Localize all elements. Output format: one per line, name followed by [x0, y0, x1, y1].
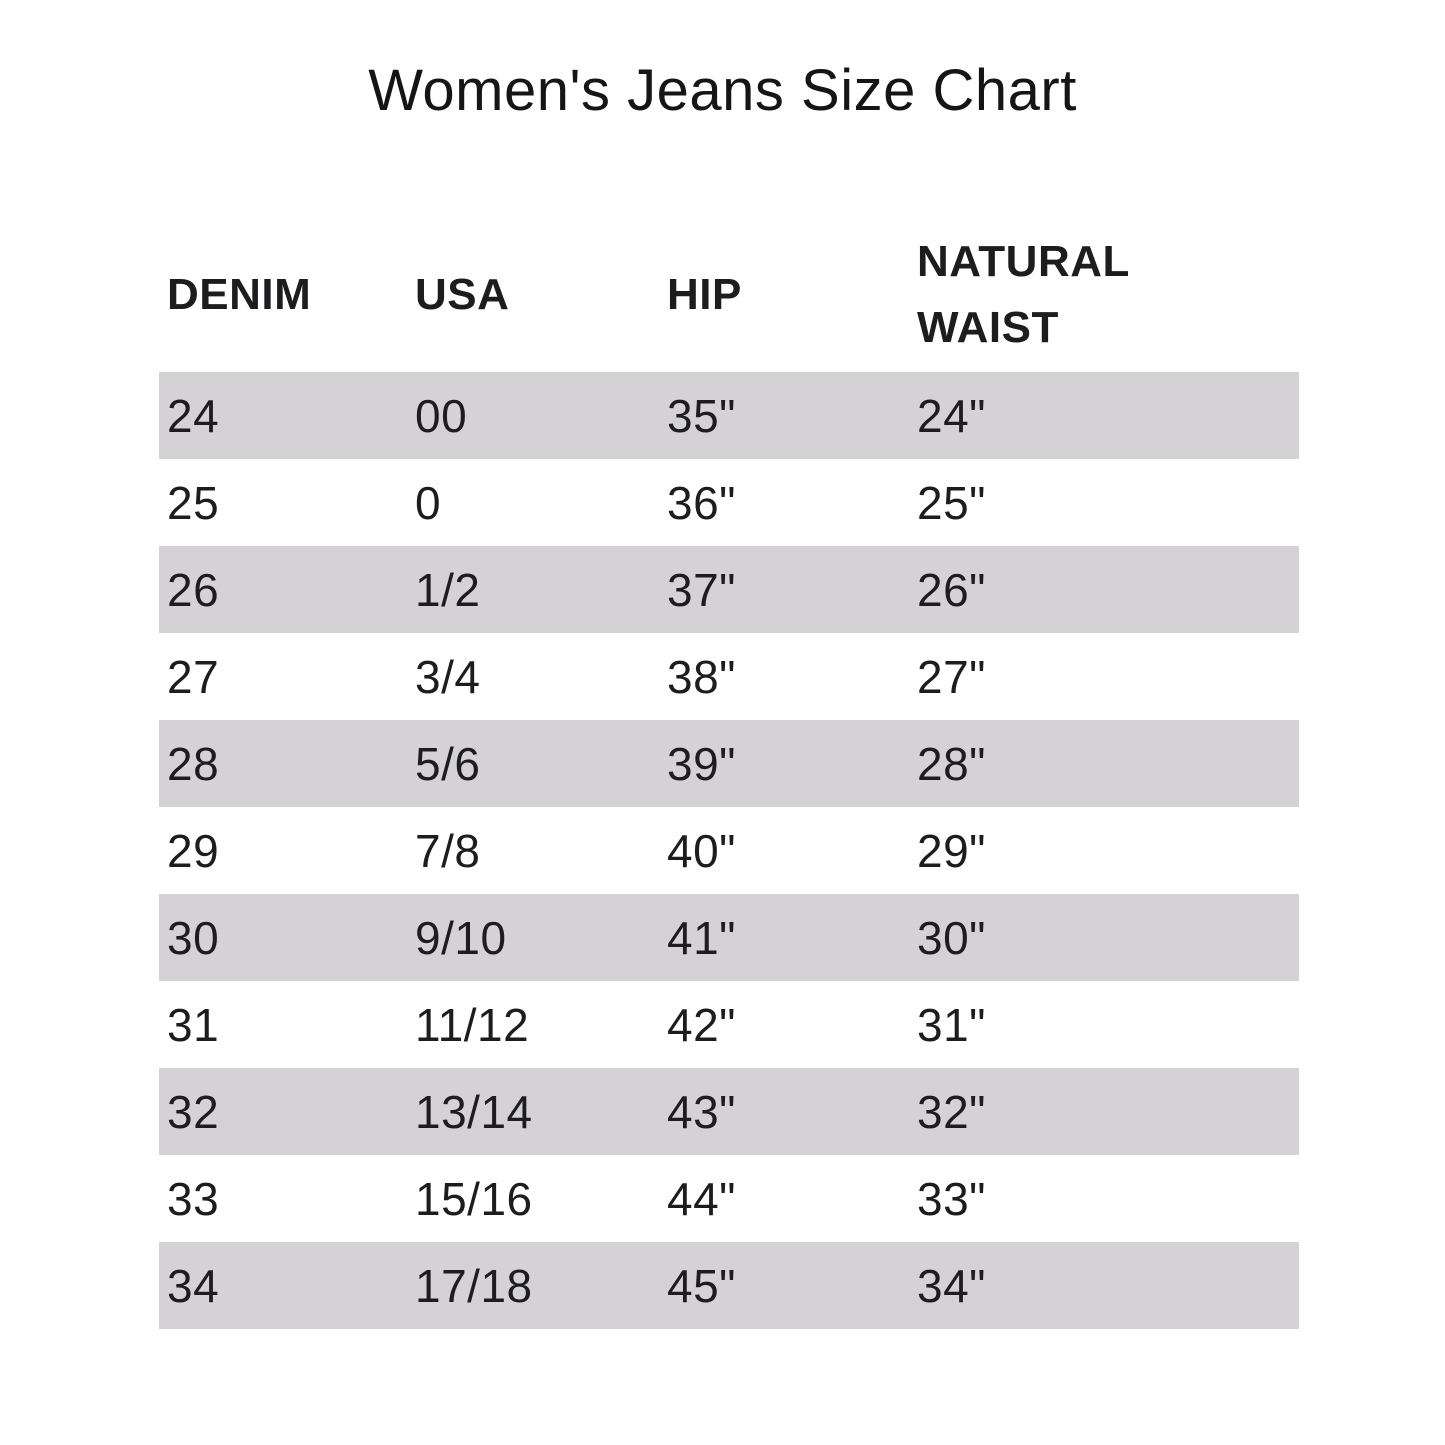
table-cell: 27: [167, 650, 220, 703]
column-header: DENIM: [159, 218, 407, 372]
table-cell: 42": [667, 998, 736, 1051]
header-row: DENIM USA HIP NATURAL WAIST: [159, 218, 1299, 372]
table-cell: 13/14: [407, 1068, 659, 1155]
table-cell: 34": [909, 1242, 1299, 1329]
table-cell: 25: [167, 476, 220, 529]
table-row: 28 5/6 39" 28": [159, 720, 1299, 807]
table-row: 30 9/10 41" 30": [159, 894, 1299, 981]
table-row: 32 13/14 43" 32": [159, 1068, 1299, 1155]
table-row: 34 17/18 45" 34": [159, 1242, 1299, 1329]
table-cell: 30": [909, 894, 1299, 981]
table-cell: 0: [415, 476, 442, 529]
table-row: 29 7/8 40" 29": [159, 807, 1299, 894]
column-header: HIP: [659, 218, 909, 372]
size-chart-table: DENIM USA HIP NATURAL WAIST 24 00 35" 24" 25 0 36…: [159, 218, 1299, 1329]
column-header-label: USA: [415, 270, 510, 319]
table-cell: 30: [159, 894, 407, 981]
table-cell: 33": [917, 1172, 986, 1225]
table-cell: 9/10: [407, 894, 659, 981]
column-header: USA: [407, 218, 659, 372]
table-cell: 31": [917, 998, 986, 1051]
table-cell: 17/18: [407, 1242, 659, 1329]
table-cell: 28": [909, 720, 1299, 807]
column-header-label: DENIM: [167, 270, 312, 319]
table-cell: 00: [407, 372, 659, 459]
table-cell: 3/4: [415, 650, 481, 703]
table-cell: 24": [909, 372, 1299, 459]
table-cell: 36": [667, 476, 736, 529]
column-header: NATURAL WAIST: [909, 218, 1299, 372]
table-cell: 25": [917, 476, 986, 529]
table-cell: 45": [659, 1242, 909, 1329]
table-cell: 26: [159, 546, 407, 633]
table-cell: 40": [667, 824, 736, 877]
table-row: 25 0 36" 25": [159, 459, 1299, 546]
table-cell: 11/12: [415, 998, 530, 1051]
table-cell: 28: [159, 720, 407, 807]
table-row: 24 00 35" 24": [159, 372, 1299, 459]
column-header-label: HIP: [667, 270, 742, 319]
table-cell: 5/6: [407, 720, 659, 807]
table-cell: 29": [917, 824, 986, 877]
table-cell: 35": [659, 372, 909, 459]
table-row: 27 3/4 38" 27": [159, 633, 1299, 720]
table-cell: 24: [159, 372, 407, 459]
table-row: 33 15/16 44" 33": [159, 1155, 1299, 1242]
table-cell: 33: [167, 1172, 220, 1225]
column-header-label: NATURAL WAIST: [917, 237, 1130, 352]
table-cell: 39": [659, 720, 909, 807]
table-cell: 1/2: [407, 546, 659, 633]
table-cell: 26": [909, 546, 1299, 633]
table-cell: 32: [159, 1068, 407, 1155]
table-cell: 38": [667, 650, 736, 703]
table-cell: 32": [909, 1068, 1299, 1155]
table-cell: 43": [659, 1068, 909, 1155]
table-cell: 7/8: [415, 824, 481, 877]
table-cell: 15/16: [415, 1172, 533, 1225]
page-title: Women's Jeans Size Chart: [368, 58, 1077, 123]
table-cell: 44": [667, 1172, 736, 1225]
table-cell: 37": [659, 546, 909, 633]
table-cell: 27": [917, 650, 986, 703]
table-cell: 29: [167, 824, 220, 877]
table-row: 26 1/2 37" 26": [159, 546, 1299, 633]
table-body: 24 00 35" 24" 25 0 36" 25" 26 1/2 37" 26" 27 3/4 38" 27…: [159, 372, 1299, 1329]
table-cell: 34: [159, 1242, 407, 1329]
table-row: 31 11/12 42" 31": [159, 981, 1299, 1068]
table-cell: 41": [659, 894, 909, 981]
table-cell: 31: [167, 998, 220, 1051]
